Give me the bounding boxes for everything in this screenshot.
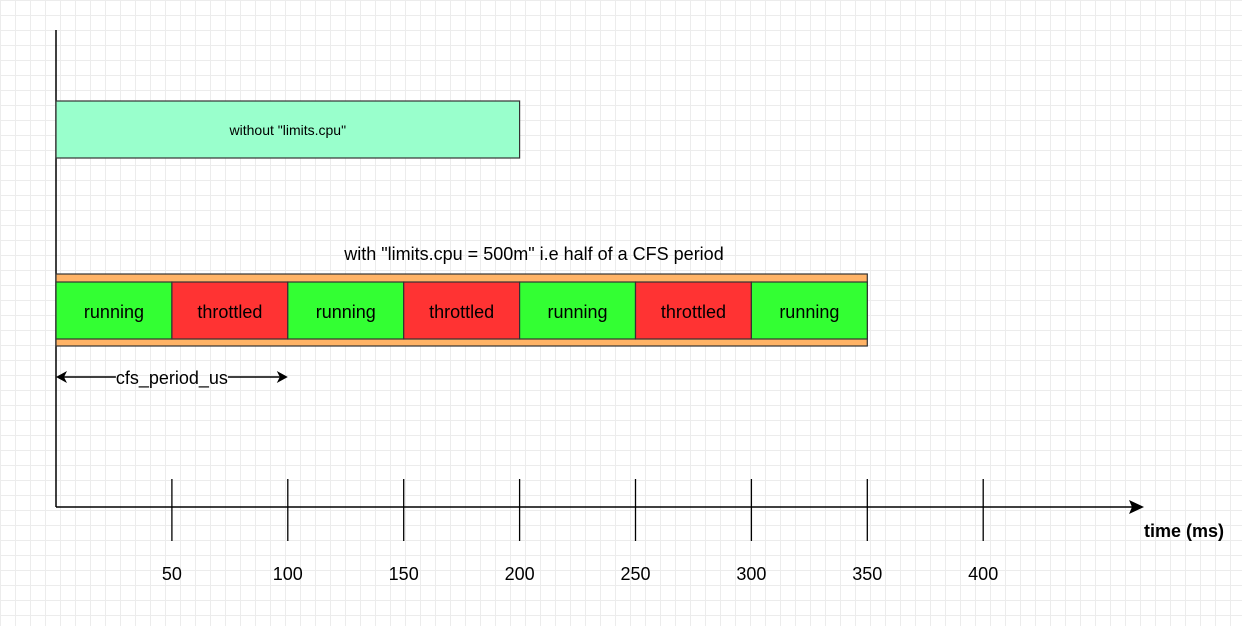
period-marker: cfs_period_us — [56, 368, 288, 389]
segment-running-label: running — [779, 302, 839, 322]
segment-running-block — [750, 281, 868, 340]
tick-label: 200 — [505, 564, 535, 584]
period-label: cfs_period_us — [116, 368, 228, 389]
segment-running-label: running — [548, 302, 608, 322]
tick-label: 50 — [162, 564, 182, 584]
tick-label: 250 — [620, 564, 650, 584]
segment-running-label: running — [316, 302, 376, 322]
tick-label: 400 — [968, 564, 998, 584]
ticks-group: 50 100 150 200 250 300 350 400 — [162, 479, 998, 584]
segment-running-block — [55, 281, 173, 340]
segment-throttled-block — [403, 281, 521, 340]
time-axis-arrowhead — [1129, 500, 1144, 514]
no-limit-bar-label: without "limits.cpu" — [229, 122, 347, 138]
segment-throttled-label: throttled — [661, 302, 726, 322]
segment-throttled-label: throttled — [429, 302, 494, 322]
segment-running-label: running — [84, 302, 144, 322]
segment-throttled-label: throttled — [197, 302, 262, 322]
no-limit-bar — [55, 100, 521, 159]
tick-label: 150 — [389, 564, 419, 584]
period-arrowhead-right — [276, 371, 288, 383]
time-axis-label: time (ms) — [1144, 521, 1224, 541]
tick-label: 300 — [736, 564, 766, 584]
period-arrowhead-left — [56, 371, 67, 383]
tick-label: 100 — [273, 564, 303, 584]
segments-group: running throttled running throttled running t… — [55, 281, 868, 340]
tick-label: 350 — [852, 564, 882, 584]
limited-title: with "limits.cpu = 500m" i.e half of a C… — [343, 244, 723, 264]
